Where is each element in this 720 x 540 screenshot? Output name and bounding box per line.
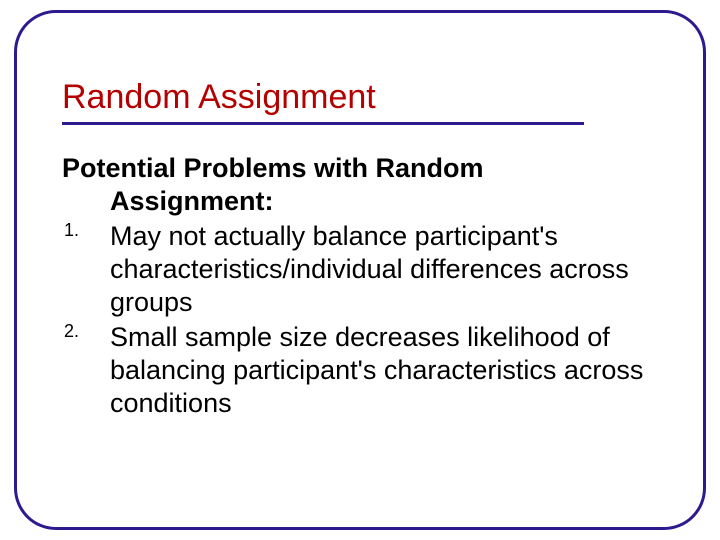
slide: Random Assignment Potential Problems wit… — [0, 0, 720, 540]
list-item: 1. May not actually balance participant'… — [62, 220, 658, 319]
numbered-list: 1. May not actually balance participant'… — [62, 220, 658, 420]
list-item-number: 1. — [64, 220, 79, 242]
body-heading: Potential Problems with Random Assignmen… — [62, 152, 658, 218]
list-item-text: Small sample size decreases likelihood o… — [110, 322, 643, 418]
slide-title: Random Assignment — [62, 78, 376, 117]
title-underline — [62, 122, 584, 125]
slide-body: Potential Problems with Random Assignmen… — [62, 152, 658, 420]
list-item: 2. Small sample size decreases likelihoo… — [62, 321, 658, 420]
heading-line-2: Assignment: — [62, 185, 658, 218]
list-item-text: May not actually balance participant's c… — [110, 221, 629, 317]
list-item-number: 2. — [64, 321, 79, 343]
heading-line-1: Potential Problems with Random — [62, 153, 484, 183]
